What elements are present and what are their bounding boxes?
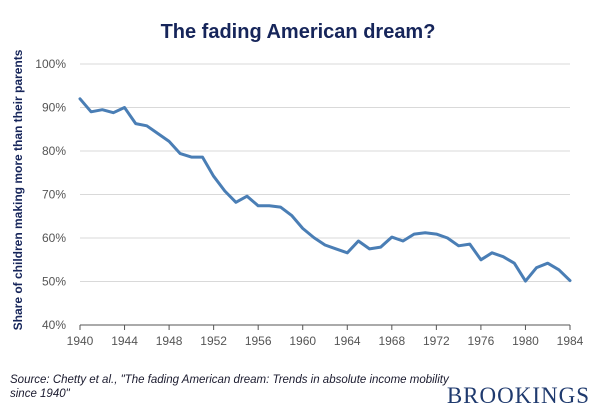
x-tick-label: 1984 <box>557 334 584 348</box>
y-tick-label: 70% <box>42 188 66 202</box>
x-tick-label: 1952 <box>200 334 227 348</box>
x-tick-label: 1960 <box>289 334 316 348</box>
y-tick-label: 90% <box>42 101 66 115</box>
source-note: Source: Chetty et al., "The fading Ameri… <box>10 374 449 400</box>
x-tick-label: 1944 <box>111 334 138 348</box>
x-tick-label: 1976 <box>468 334 495 348</box>
y-tick-label: 60% <box>42 231 66 245</box>
series-line <box>78 97 572 283</box>
x-tick-label: 1968 <box>378 334 405 348</box>
x-tick-label: 1964 <box>334 334 361 348</box>
y-tick-label: 40% <box>42 318 66 332</box>
x-tick-label: 1956 <box>245 334 272 348</box>
x-axis-ticks: 1940 1944 1948 1952 1956 1960 1964 1968 1972 1976… <box>67 325 584 348</box>
brookings-logo: BROOKINGS <box>446 383 590 408</box>
gridlines <box>80 63 570 282</box>
chart-title: The fading American dream? <box>161 21 436 43</box>
y-tick-label: 100% <box>35 57 66 71</box>
x-tick-label: 1972 <box>423 334 450 348</box>
y-tick-label: 50% <box>42 275 66 289</box>
y-axis-ticks: 40% 50% 60% 70% 80% 90% 100% <box>35 57 66 332</box>
x-tick-label: 1980 <box>512 334 539 348</box>
y-axis-label: Share of children making more than their… <box>11 49 25 330</box>
x-tick-label: 1948 <box>156 334 183 348</box>
y-tick-label: 80% <box>42 144 66 158</box>
x-tick-label: 1940 <box>67 334 94 348</box>
